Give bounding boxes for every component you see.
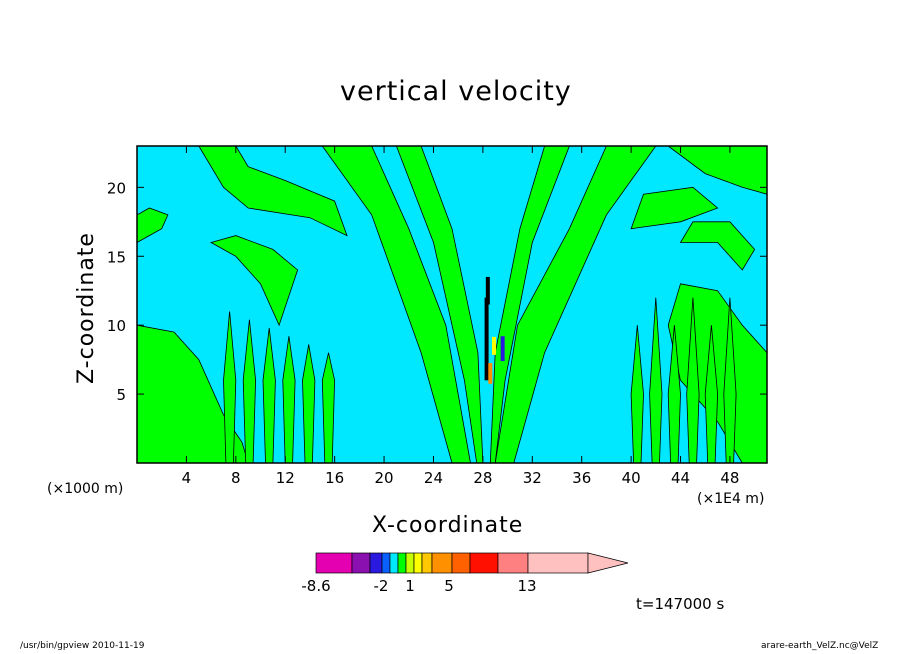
- x-unit-left: (×1000 m): [47, 481, 124, 497]
- x-tick-label: 40: [622, 469, 641, 487]
- footer-right: arare-earth_VelZ.nc@VelZ: [761, 641, 879, 651]
- finger-right: [630, 325, 644, 463]
- colorbar-swatch: [351, 552, 371, 574]
- x-axis-label: X-coordinate: [372, 513, 524, 538]
- finger-right: [704, 325, 719, 463]
- finger-right: [649, 297, 663, 463]
- y-tick-label: 5: [116, 386, 126, 404]
- upper-left-band: [198, 146, 348, 237]
- core-segment: [500, 336, 505, 362]
- x-axis: 4 8 12 16 20 24 28 32 36 40 44 48: [182, 146, 739, 487]
- footer-left: /usr/bin/gpview 2010-11-19: [20, 641, 145, 651]
- y-tick-label: 20: [107, 179, 126, 197]
- left-mid-band: [210, 235, 299, 327]
- colorbar-swatch: [397, 552, 407, 574]
- colorbar-label: -8.6: [301, 577, 330, 595]
- colorbar-swatch: [421, 552, 433, 574]
- x-tick-label: 28: [473, 469, 492, 487]
- velocity-bands: [137, 146, 767, 463]
- finger-left: [223, 311, 237, 463]
- colorbar-label: 13: [517, 577, 536, 595]
- finger-right: [667, 325, 681, 463]
- y-tick-label: 15: [107, 248, 126, 266]
- colorbar-swatch: [497, 552, 529, 574]
- finger-left: [262, 327, 276, 463]
- x-tick-label: 8: [231, 469, 241, 487]
- plume-left-inner: [395, 146, 484, 463]
- colorbar-swatch: [405, 552, 415, 574]
- core-segment: [488, 363, 493, 384]
- colorbar-arrow: [587, 552, 629, 574]
- core-segment: [485, 276, 490, 305]
- upper-right-blob: [630, 186, 719, 230]
- y-axis: 5 10 15 20: [107, 179, 767, 404]
- updraft-core: [484, 276, 505, 384]
- upper-right-band: [667, 146, 767, 195]
- colorbar-label: -2: [374, 577, 389, 595]
- x-tick-label: 24: [424, 469, 443, 487]
- colorbar-swatch: [369, 552, 383, 574]
- x-tick-label: 44: [671, 469, 690, 487]
- plume-right-outer: [494, 146, 657, 463]
- x-tick-label: 12: [276, 469, 295, 487]
- finger-left: [321, 352, 336, 463]
- finger-left: [282, 336, 296, 463]
- x-tick-label: 16: [325, 469, 344, 487]
- x-unit-right: (×1E4 m): [697, 491, 765, 507]
- y-axis-label: Z-coordinate: [74, 232, 99, 384]
- x-tick-label: 20: [375, 469, 394, 487]
- core-segment: [484, 297, 489, 381]
- left-edge-blob: [137, 207, 169, 243]
- x-tick-label: 32: [523, 469, 542, 487]
- colorbar-swatch: [413, 552, 423, 574]
- finger-right: [686, 297, 700, 463]
- core-segment: [492, 336, 496, 355]
- colorbar-label: 1: [405, 577, 415, 595]
- colorbar: -8.6 -2 1 5 13: [301, 552, 629, 595]
- x-tick-label: 48: [720, 469, 739, 487]
- colorbar-label: 5: [444, 577, 454, 595]
- finger-left: [242, 319, 257, 463]
- colorbar-swatch: [315, 552, 353, 574]
- colorbar-swatch: [451, 552, 471, 574]
- finger-left: [302, 344, 316, 463]
- colorbar-swatch: [389, 552, 399, 574]
- colorbar-swatch: [527, 552, 589, 574]
- plot-frame: [136, 145, 768, 464]
- plume-left-outer: [321, 146, 471, 463]
- colorbar-swatch: [381, 552, 391, 574]
- chart-title: vertical velocity: [340, 76, 572, 107]
- y-tick-label: 10: [107, 317, 126, 335]
- x-tick-label: 36: [572, 469, 591, 487]
- timestamp: t=147000 s: [636, 595, 725, 613]
- finger-right: [723, 297, 737, 463]
- plume-right-inner: [489, 146, 570, 463]
- x-tick-label: 4: [182, 469, 192, 487]
- right-mid-band: [679, 221, 756, 271]
- colorbar-swatch: [469, 552, 499, 574]
- colorbar-swatch: [431, 552, 453, 574]
